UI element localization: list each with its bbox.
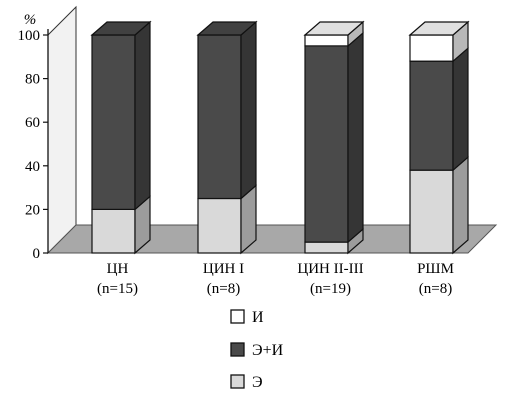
bar-segment: [91, 34, 136, 210]
bar-group: [303, 20, 365, 255]
back-wall: [47, 5, 77, 255]
bar-segment: [304, 241, 349, 254]
legend-label: И: [252, 309, 264, 326]
bar-segment: [91, 208, 136, 254]
category-label: ЦИН I: [203, 261, 244, 277]
bars: [90, 20, 470, 255]
y-tick-label: 80: [25, 72, 40, 88]
legend: И Э+И Э: [230, 309, 284, 391]
y-tick-label: 20: [25, 202, 40, 218]
bar-group: [90, 20, 152, 255]
bar-segment: [409, 169, 454, 254]
y-tick-label: 40: [25, 159, 40, 175]
legend-label: Э+И: [252, 342, 284, 359]
bar-group: [196, 20, 258, 255]
bar-top: [408, 21, 470, 36]
bar-segment: [197, 34, 242, 200]
bar-segment: [304, 45, 349, 243]
legend-swatch: [230, 309, 245, 324]
bar-segment: [409, 34, 454, 62]
bar-segment: [304, 34, 349, 47]
bar-group: [408, 20, 470, 255]
bar-segment: [409, 60, 454, 171]
bar-segment: [197, 197, 242, 254]
category-n-label: (n=8): [207, 281, 240, 297]
bar-segment-side: [452, 46, 469, 172]
category-label: ЦИН II-III: [297, 261, 363, 277]
category-n-label: (n=19): [310, 281, 351, 297]
legend-swatch: [230, 342, 245, 357]
bar-segment-side: [452, 155, 469, 255]
bar-top: [303, 21, 365, 36]
category-n-label: (n=15): [97, 281, 138, 297]
y-tick-label: 100: [18, 28, 41, 44]
legend-swatch: [230, 374, 245, 389]
y-axis-unit-label: %: [24, 12, 37, 28]
bar-segment-side: [240, 20, 257, 200]
labels: ЦН (n=15) ЦИН I (n=8) ЦИН II-III (n=19) РШМ (n=…: [97, 261, 454, 297]
category-label: ЦН: [107, 261, 129, 277]
category-label: РШМ: [417, 261, 454, 277]
bar-top: [196, 21, 258, 36]
legend-label: Э: [252, 374, 263, 391]
bar-top: [90, 21, 152, 36]
bar-segment-side: [134, 20, 151, 211]
category-n-label: (n=8): [419, 281, 452, 297]
bar-segment-side: [347, 31, 364, 244]
y-tick-label: 60: [25, 115, 40, 131]
y-tick-label: 0: [33, 246, 41, 262]
